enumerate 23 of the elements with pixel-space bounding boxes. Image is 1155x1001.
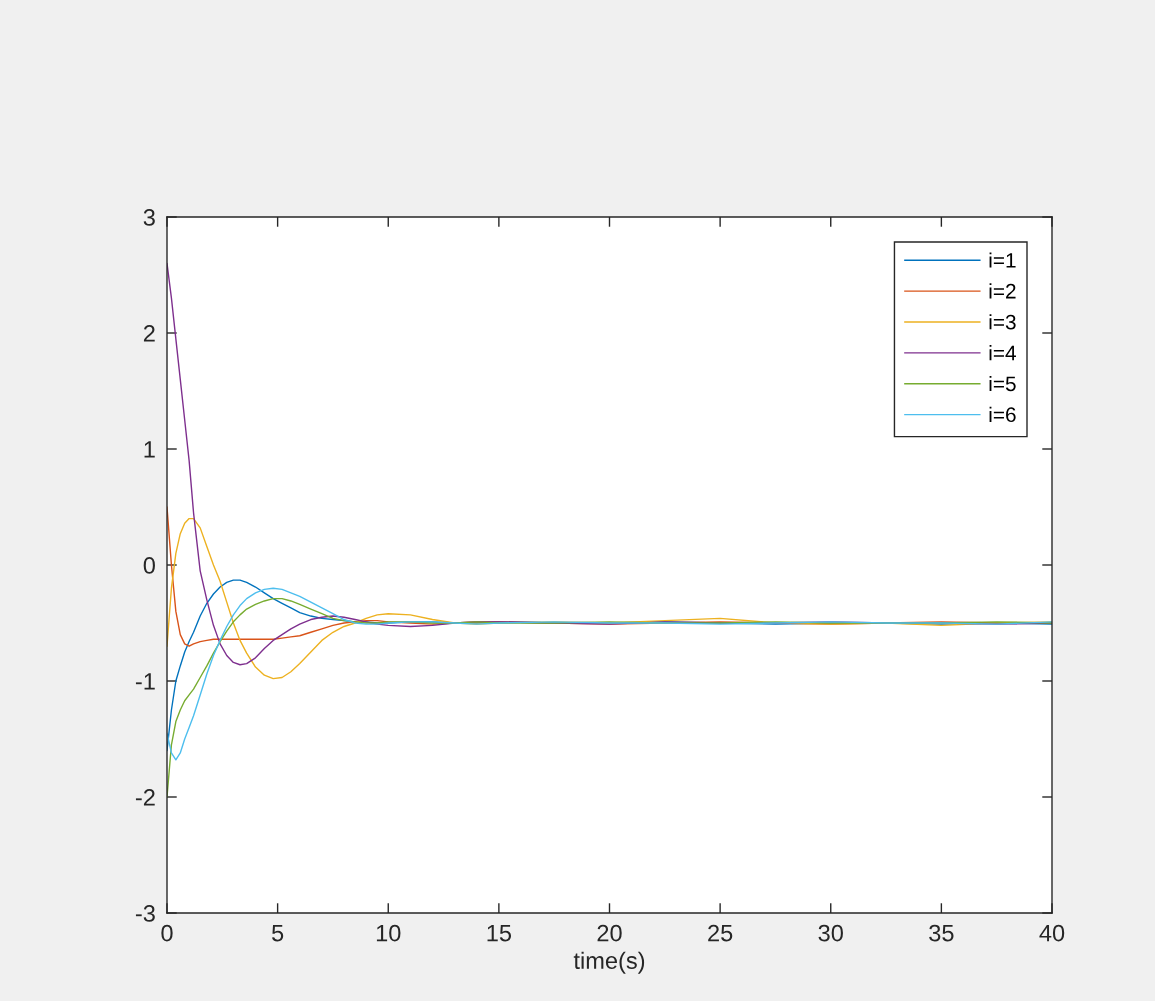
y-tick-label: 3	[143, 209, 155, 226]
x-tick-label: 0	[161, 924, 173, 942]
y-tick-label: -1	[135, 673, 155, 690]
x-tick-label: 30	[818, 924, 843, 942]
y-tick-label: 1	[144, 441, 155, 458]
y-tick-label: -2	[135, 789, 155, 806]
x-tick-label: 35	[929, 924, 954, 942]
legend-label: i=4	[989, 345, 1016, 361]
y-tick-label: -3	[135, 905, 155, 922]
x-axis-title: time(s)	[573, 951, 645, 974]
x-tick-label: 15	[487, 924, 512, 942]
x-tick-label: 10	[376, 924, 401, 942]
legend-label: i=1	[989, 252, 1016, 268]
legend-label: i=6	[989, 406, 1016, 423]
x-tick-label: 40	[1039, 924, 1065, 942]
legend-label: i=2	[989, 283, 1016, 299]
legend-label: i=5	[989, 375, 1016, 392]
x-tick-label: 5	[272, 924, 284, 942]
y-tick-label: 0	[143, 557, 155, 574]
y-tick-label: 2	[143, 325, 155, 342]
x-tick-label: 20	[597, 924, 622, 942]
x-tick-label: 25	[708, 924, 733, 942]
legend-label: i=3	[989, 314, 1016, 330]
